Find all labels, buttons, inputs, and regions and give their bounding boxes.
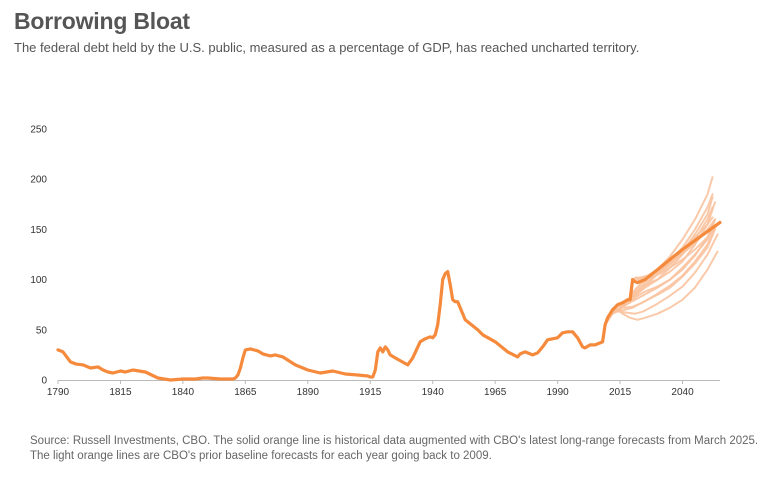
x-tick-label: 1840 (172, 387, 195, 398)
x-tick-label: 1990 (546, 387, 569, 398)
y-tick-label: 200 (30, 175, 47, 186)
x-tick-label: 1815 (109, 387, 132, 398)
x-tick-label: 2040 (671, 387, 694, 398)
y-tick-label: 250 (30, 125, 47, 136)
x-tick-label: 1890 (297, 387, 320, 398)
chart-title: Borrowing Bloat (14, 8, 190, 34)
source-note: Source: Russell Investments, CBO. The so… (30, 435, 759, 462)
debt-chart: 0 50 100 150 200 250 1790 1815 1840 1865 1890 1915… (30, 125, 722, 398)
x-tick-label: 1790 (47, 387, 70, 398)
historical-debt-line (56, 220, 722, 382)
prior-forecast-line (614, 250, 719, 321)
y-tick-label: 50 (36, 325, 48, 336)
x-tick-label: 1965 (484, 387, 507, 398)
y-tick-label: 100 (30, 275, 47, 286)
prior-forecast-lines (604, 176, 719, 326)
y-tick-label: 0 (41, 376, 47, 387)
y-tick-label: 150 (30, 225, 47, 236)
chart-subtitle: The federal debt held by the U.S. public… (14, 40, 640, 55)
prior-forecast-line (611, 233, 719, 315)
y-axis: 0 50 100 150 200 250 (30, 125, 47, 387)
prior-forecast-line (619, 218, 716, 307)
prior-forecast-line (616, 226, 716, 309)
x-tick-label: 1940 (422, 387, 445, 398)
x-axis: 1790 1815 1840 1865 1890 1915 1940 1965 1990 2015… (47, 380, 720, 398)
x-tick-label: 2015 (609, 387, 632, 398)
x-tick-label: 1915 (359, 387, 382, 398)
historical-line-group (56, 220, 722, 382)
x-tick-label: 1865 (234, 387, 257, 398)
